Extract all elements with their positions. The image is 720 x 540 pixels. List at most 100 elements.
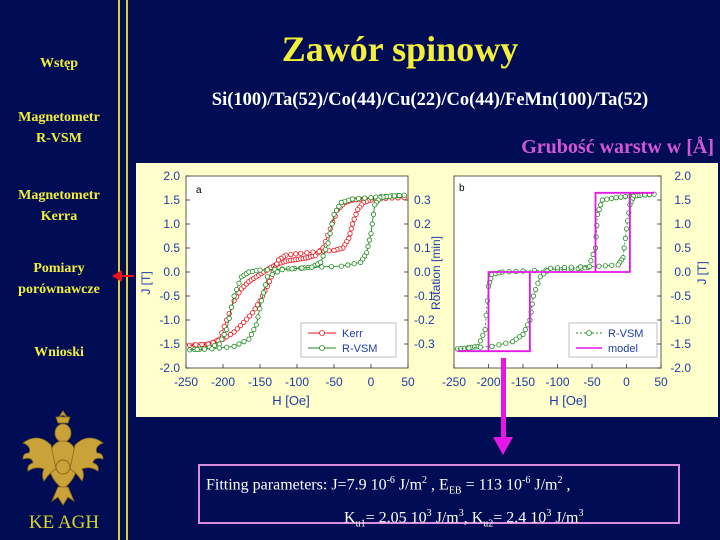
x-tick-label: -250	[174, 375, 198, 389]
data-point-kerr	[288, 252, 294, 258]
data-point-r-vsm	[262, 282, 268, 288]
data-point-kerr	[254, 302, 261, 308]
data-point-r-vsm	[613, 194, 619, 201]
pointer-arrow-head-icon	[493, 437, 513, 455]
data-point-r-vsm	[319, 264, 325, 270]
data-point-r-vsm	[320, 253, 326, 259]
y-tick-label: 0.5	[674, 241, 691, 255]
data-point-kerr	[310, 249, 316, 255]
data-point-r-vsm	[622, 193, 628, 200]
data-point-r-vsm	[496, 342, 502, 348]
fit-eb-exp: -6	[522, 475, 531, 486]
fit-line-2: Ku1= 2.05 103 J/m3, Ku2= 2.4 103 J/m3	[206, 503, 672, 536]
data-point-r-vsm	[596, 263, 602, 269]
data-point-kerr	[348, 226, 354, 232]
nav-item-label: Wnioski	[34, 345, 84, 360]
data-point-r-vsm	[608, 195, 615, 202]
fit-k2-unit-exp: 3	[578, 507, 584, 519]
page-title: Zawór spinowy	[281, 29, 519, 69]
data-point-r-vsm	[309, 264, 315, 270]
nav-item-label: Wstęp	[39, 56, 79, 71]
data-point-r-vsm	[221, 331, 227, 337]
x-tick-label: -200	[476, 375, 500, 389]
data-point-r-vsm	[587, 264, 593, 270]
nav-item-label: porównawcze	[18, 282, 100, 297]
nav-item-pomiary-porownawcze[interactable]: Pomiary porównawcze	[0, 258, 118, 300]
x-tick-label: -150	[248, 375, 272, 389]
data-point-r-vsm	[482, 327, 488, 333]
data-point-r-vsm	[327, 231, 333, 237]
panel-a-left-ylabel: J [T]	[139, 271, 153, 294]
nav-item-magnetometr-rvsm[interactable]: Magnetometr R-VSM	[0, 107, 118, 149]
data-point-r-vsm	[369, 221, 375, 227]
y-tick-label: 2.0	[163, 169, 180, 183]
data-point-r-vsm	[264, 274, 270, 280]
data-point-r-vsm	[351, 261, 357, 267]
data-point-r-vsm	[362, 195, 368, 201]
data-point-kerr	[266, 279, 272, 285]
data-point-r-vsm	[264, 267, 270, 273]
data-point-r-vsm	[251, 327, 257, 333]
data-point-r-vsm	[323, 247, 329, 253]
panel-b-right-ylabel: J [T]	[695, 261, 709, 284]
data-point-kerr	[231, 329, 237, 335]
data-point-kerr	[355, 206, 361, 213]
nav-item-magnetometr-kerra[interactable]: Magnetometr Kerra	[0, 185, 118, 227]
y-right-tick-label: -0.2	[414, 313, 435, 327]
data-point-r-vsm	[477, 344, 483, 350]
y-tick-label: 2.0	[674, 169, 691, 183]
hysteresis-figure-svg: a J [T] Rotation [min] H [Oe] b J [T] H …	[139, 169, 709, 408]
data-point-r-vsm	[537, 274, 543, 280]
data-point-r-vsm	[621, 245, 627, 251]
data-point-r-vsm	[258, 298, 265, 304]
data-point-r-vsm	[391, 193, 397, 199]
data-point-kerr	[331, 247, 337, 254]
nav-item-wstep[interactable]: Wstęp	[0, 53, 118, 74]
data-point-r-vsm	[269, 271, 275, 278]
x-tick-label: -200	[211, 375, 235, 389]
panel-a-label: a	[196, 185, 202, 196]
data-point-r-vsm	[365, 243, 371, 250]
data-point-r-vsm	[241, 339, 247, 345]
y-right-tick-label: 0.2	[414, 217, 431, 231]
data-point-r-vsm	[547, 265, 554, 271]
x-tick-label: -50	[583, 375, 601, 389]
data-point-r-vsm	[509, 339, 516, 345]
data-point-kerr	[234, 326, 240, 332]
data-point-r-vsm	[599, 197, 605, 203]
nav-item-wnioski[interactable]: Wnioski	[0, 342, 118, 363]
y-tick-label: -0.5	[159, 289, 180, 303]
data-point-r-vsm	[530, 293, 536, 299]
data-point-kerr	[241, 319, 247, 325]
data-point-r-vsm	[568, 264, 574, 270]
data-point-r-vsm	[618, 194, 624, 200]
data-point-r-vsm	[231, 343, 237, 349]
data-point-kerr	[293, 251, 299, 257]
data-point-kerr	[353, 211, 359, 218]
data-point-r-vsm	[299, 265, 305, 271]
data-point-kerr	[199, 341, 205, 347]
y-tick-label: -2.0	[670, 361, 691, 375]
data-point-r-vsm	[489, 343, 495, 349]
data-point-r-vsm	[520, 331, 526, 337]
fit-k2: = 2.4 10	[493, 508, 547, 526]
x-tick-label: 0	[623, 375, 630, 389]
data-point-r-vsm	[231, 293, 237, 299]
fit-k1: = 2.05 10	[365, 508, 427, 526]
y-tick-label: 0.5	[163, 241, 180, 255]
data-point-r-vsm	[615, 262, 621, 268]
data-point-r-vsm	[368, 194, 374, 201]
y-tick-label: 1.5	[674, 193, 691, 207]
data-point-r-vsm	[480, 332, 486, 338]
y-tick-label: 1.5	[163, 193, 180, 207]
y-tick-label: -2.0	[159, 361, 180, 375]
fit-k: K	[344, 508, 356, 526]
data-point-r-vsm	[257, 267, 263, 273]
data-point-r-vsm	[209, 346, 215, 352]
data-point-r-vsm	[596, 206, 602, 213]
data-point-r-vsm	[372, 202, 378, 208]
data-point-r-vsm	[554, 265, 561, 271]
data-point-r-vsm	[201, 346, 208, 352]
data-point-r-vsm	[609, 262, 615, 268]
data-point-r-vsm	[255, 314, 261, 320]
